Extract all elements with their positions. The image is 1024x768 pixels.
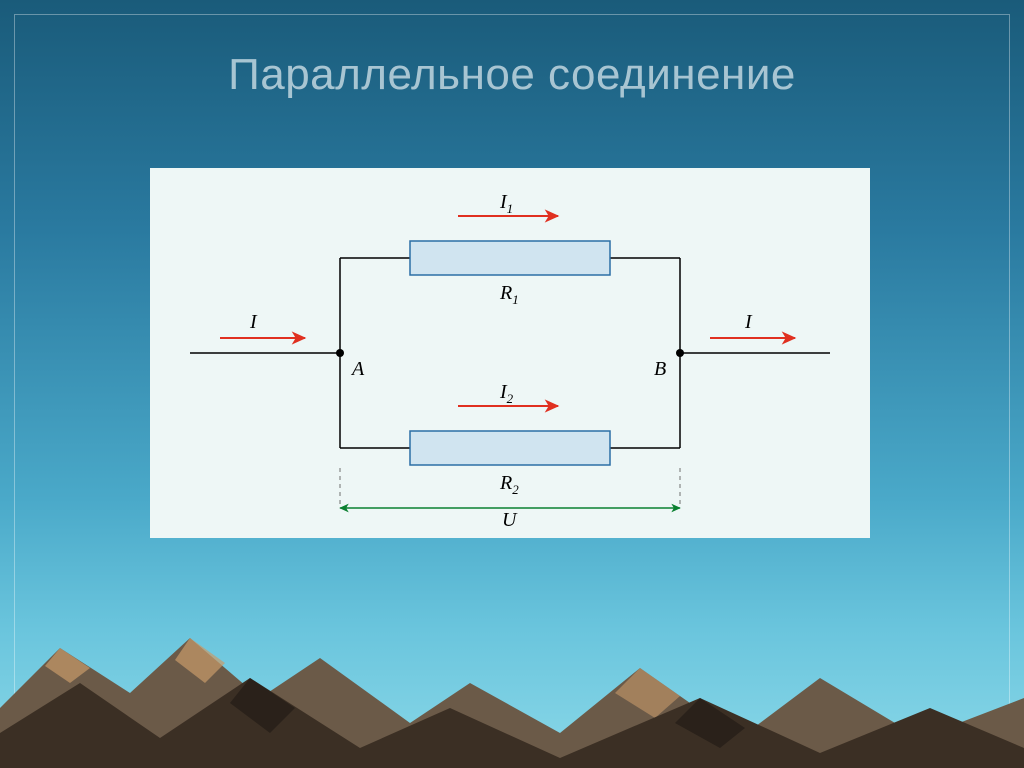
slide-title: Параллельное соединение bbox=[0, 50, 1024, 100]
svg-text:I1: I1 bbox=[499, 191, 513, 216]
svg-text:B: B bbox=[654, 358, 666, 380]
nodes-group: AB bbox=[336, 349, 684, 380]
svg-text:I2: I2 bbox=[499, 381, 514, 406]
svg-text:U: U bbox=[502, 509, 518, 531]
svg-text:A: A bbox=[350, 358, 365, 380]
svg-text:R2: R2 bbox=[499, 472, 519, 497]
svg-text:I: I bbox=[744, 311, 753, 333]
circuit-svg: R1R2 AB III1I2 U bbox=[150, 168, 870, 538]
mountains-decoration bbox=[0, 588, 1024, 768]
circuit-diagram: R1R2 AB III1I2 U bbox=[150, 168, 870, 538]
resistors-group: R1 R2 bbox=[410, 241, 610, 497]
svg-text:R1: R1 bbox=[499, 282, 519, 307]
svg-text:I: I bbox=[249, 311, 258, 333]
